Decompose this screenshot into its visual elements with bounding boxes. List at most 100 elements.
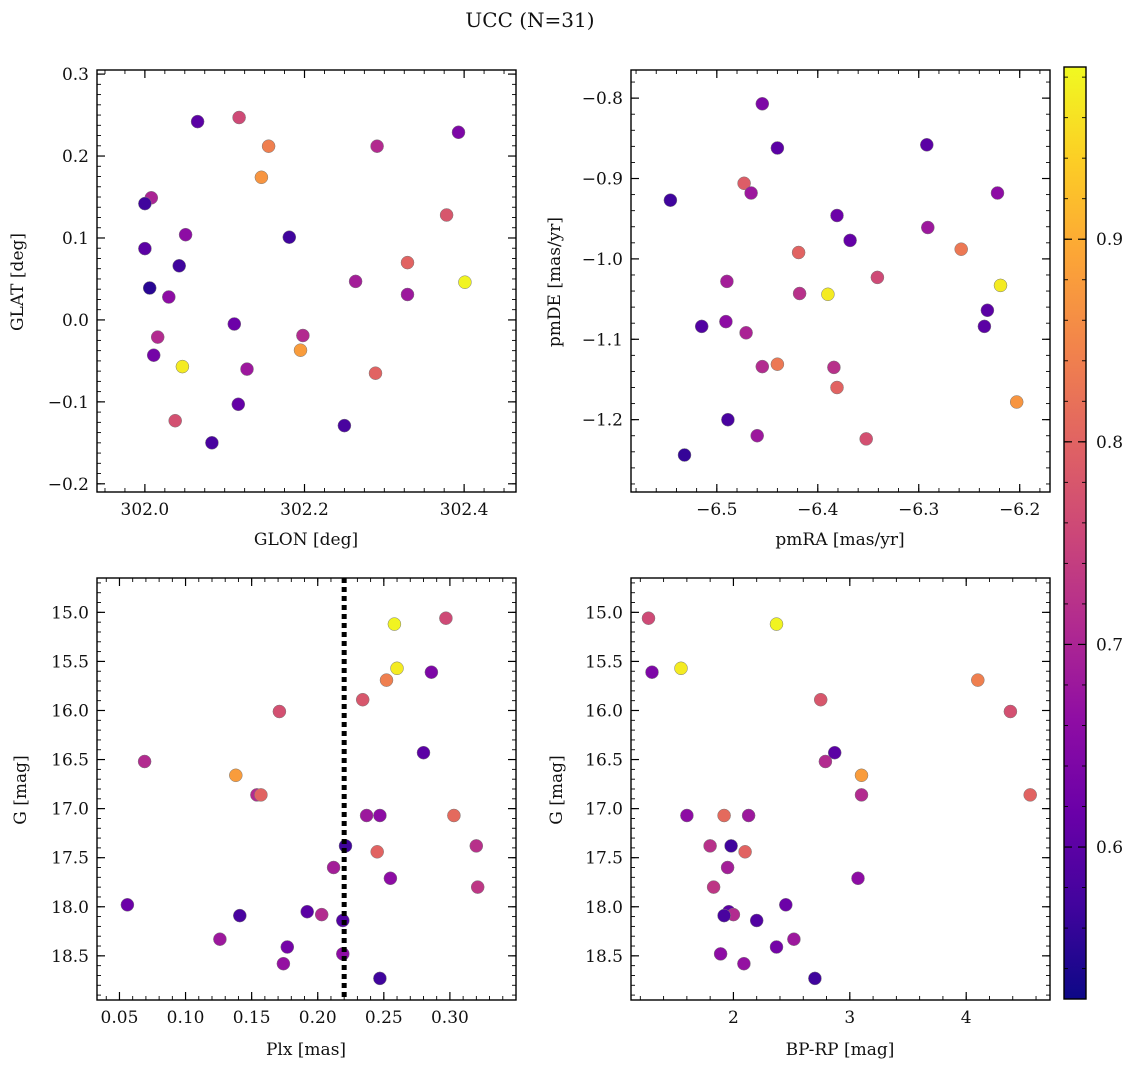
scatter-point	[674, 661, 688, 676]
tick-marks	[631, 70, 1050, 492]
y-tick-label: 16.5	[51, 751, 89, 771]
x-tick-label: 2	[728, 1008, 739, 1028]
scatter-point	[721, 412, 735, 427]
scatter-point	[980, 303, 995, 318]
scatter-point	[818, 754, 833, 769]
scatter-point	[706, 880, 721, 894]
y-tick-label: −0.2	[48, 475, 89, 495]
x-tick-label: 0.10	[167, 1008, 205, 1028]
scatter-point	[1003, 704, 1018, 719]
scatter-point	[190, 114, 205, 129]
panel-bprp-g: 2 3 4 15.0 15.5 16.0 16.5 17.0 17.5 18.0 18.5 BP-R…	[547, 577, 1051, 1060]
x-axis-label: pmRA [mas/yr]	[775, 530, 904, 550]
scatter-point	[854, 788, 869, 802]
scatter-point	[787, 932, 801, 946]
scatter-point	[261, 139, 276, 153]
scatter-point	[741, 808, 756, 823]
y-axis-label: G [mag]	[11, 755, 31, 824]
scatter-point	[213, 932, 227, 946]
colorbar-ticks	[1064, 76, 1086, 970]
scatter-point	[977, 319, 992, 334]
scatter-point	[769, 940, 784, 954]
y-tick-label: 18.5	[51, 947, 89, 967]
scatter-point	[373, 971, 387, 986]
tick-labels: −6.5 −6.4 −6.3 −6.2 −1.2 −1.1 −1.0 −0.9 −0.8	[582, 89, 1041, 520]
colorbar-tick-label: 0.7	[1096, 635, 1123, 655]
scatter-point	[821, 287, 835, 302]
colorbar-frame	[1063, 66, 1087, 1000]
y-tick-label: 18.0	[585, 898, 623, 918]
scatter-point	[719, 314, 733, 329]
scatter-point	[400, 255, 415, 270]
panel-plx-g: 0.05 0.10 0.15 0.20 0.25 0.30 15.0 15.5 16.0 16.5…	[11, 577, 517, 1060]
scatter-point	[769, 617, 784, 631]
scatter-point	[300, 904, 314, 919]
scatter-point	[337, 418, 352, 433]
scatter-point	[416, 745, 431, 760]
y-tick-label: 16.0	[51, 701, 89, 721]
scatter-point	[142, 281, 157, 295]
scatter-point	[326, 860, 341, 875]
scatter-point	[720, 274, 734, 289]
scatter-point	[770, 141, 785, 155]
scatter-point	[205, 436, 219, 450]
scatter-point	[813, 692, 828, 707]
panel-glon-glat: 302.0 302.2 302.4 −0.2 −0.1 0.0 0.1 0.2 0.3 GLON…	[8, 65, 517, 550]
x-tick-label: −6.4	[797, 500, 838, 520]
scatter-point	[737, 176, 751, 191]
tick-marks	[97, 578, 517, 1000]
x-tick-label: 4	[961, 1008, 972, 1028]
scatter-point	[227, 317, 242, 331]
scatter-point	[232, 110, 246, 125]
y-tick-label: 15.5	[585, 652, 623, 672]
scatter-point	[138, 241, 152, 256]
scatter-point	[146, 348, 161, 362]
scatter-point	[749, 913, 764, 928]
colorbar-tick-label: 0.9	[1096, 230, 1123, 250]
x-tick-label: 0.05	[101, 1008, 139, 1028]
tick-labels: 0.05 0.10 0.15 0.20 0.25 0.30 15.0 15.5 16.0 16.5…	[51, 603, 469, 1028]
scatter-point	[770, 357, 785, 371]
scatter-point	[280, 940, 295, 954]
y-tick-label: 18.5	[585, 947, 623, 967]
scatter-point	[677, 448, 692, 462]
x-tick-label: 302.4	[440, 500, 489, 520]
scatter-point	[229, 768, 243, 783]
scatter-point	[231, 397, 246, 412]
y-tick-label: 16.0	[585, 701, 623, 721]
x-tick-label: −6.5	[696, 500, 737, 520]
scatter-point	[175, 359, 190, 374]
scatter-point	[921, 220, 935, 235]
scatter-points	[138, 110, 472, 450]
y-tick-label: −0.1	[48, 393, 89, 413]
y-axis-label: G [mag]	[547, 755, 567, 824]
colorbar-gradient	[1064, 67, 1086, 999]
x-tick-label: 302.2	[280, 500, 329, 520]
scatter-point	[387, 617, 402, 631]
scatter-points	[120, 578, 485, 1000]
y-tick-label: 0.1	[62, 229, 89, 249]
scatter-point	[920, 138, 934, 152]
scatter-point	[282, 230, 297, 244]
scatter-point	[750, 428, 764, 443]
scatter-point	[424, 665, 439, 679]
scatter-point	[870, 270, 885, 285]
scatter-point	[744, 186, 758, 200]
scatter-point	[469, 839, 484, 853]
scatter-point	[272, 704, 287, 719]
x-axis-label: BP-RP [mag]	[786, 1040, 895, 1060]
scatter-point	[447, 808, 461, 823]
scatter-point	[851, 871, 865, 886]
scatter-point	[400, 287, 415, 302]
x-tick-label: 0.15	[233, 1008, 271, 1028]
x-tick-label: 0.30	[431, 1008, 469, 1028]
scatter-point	[162, 290, 176, 304]
y-tick-label: −1.0	[582, 250, 623, 270]
scatter-point	[370, 845, 384, 859]
scatter-point	[379, 673, 394, 687]
scatter-point	[830, 380, 844, 395]
scatter-point	[854, 768, 869, 783]
scatter-point	[168, 413, 182, 428]
scatter-point	[808, 971, 822, 986]
